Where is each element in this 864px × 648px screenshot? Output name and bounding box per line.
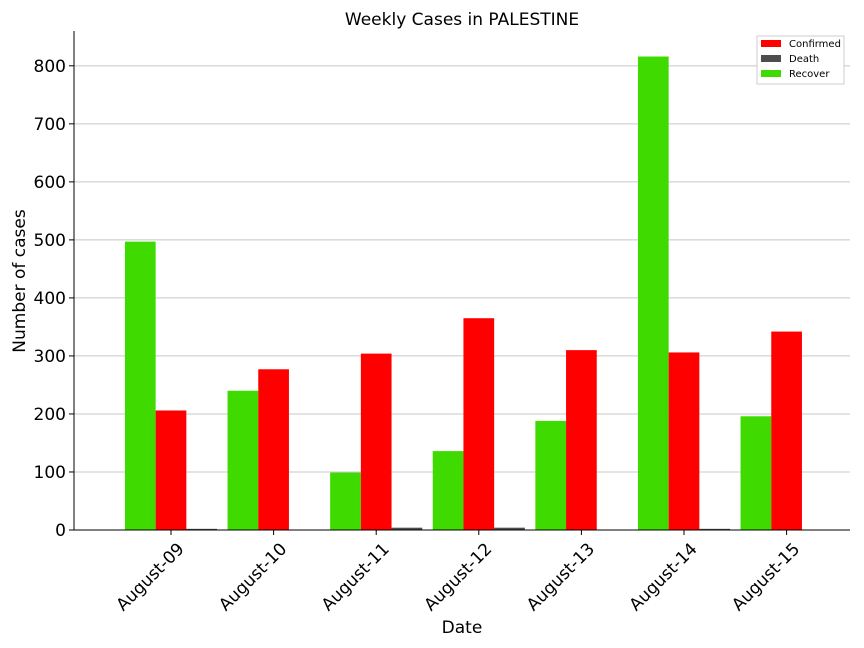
legend-swatch-recover (761, 70, 781, 77)
bar-death-august-12 (494, 527, 525, 530)
bars (124, 56, 802, 530)
bar-death-august-14 (699, 528, 731, 530)
x-tick-label: August-14 (626, 539, 702, 615)
bar-recover-august-09 (124, 241, 156, 530)
x-axis-label: Date (442, 618, 483, 638)
y-tick-label: 100 (34, 463, 66, 483)
bar-confirmed-august-09 (155, 410, 187, 530)
y-axis-label: Number of cases (10, 209, 30, 353)
bar-confirmed-august-15 (771, 331, 802, 530)
bar-confirmed-august-10 (258, 369, 289, 530)
y-tick-label: 300 (34, 347, 66, 367)
bar-confirmed-august-14 (668, 352, 700, 530)
bar-death-august-09 (186, 528, 218, 530)
x-ticks: August-09 August-10 August-11 August-12 Augu… (113, 530, 804, 615)
bar-death-august-11 (391, 527, 423, 530)
y-ticks: 0 100 200 300 400 500 600 700 800 (34, 57, 74, 541)
bar-recover-august-14 (637, 56, 669, 530)
legend-label-death: Death (789, 54, 819, 65)
bar-recover-august-11 (330, 472, 361, 530)
bar-recover-august-10 (227, 390, 259, 530)
legend-label-recover: Recover (789, 69, 830, 80)
bar-recover-august-12 (432, 451, 464, 530)
y-tick-label: 500 (34, 231, 66, 251)
legend-label-confirmed: Confirmed (789, 39, 841, 50)
y-tick-label: 800 (34, 57, 66, 77)
bar-confirmed-august-11 (360, 353, 392, 530)
bar-confirmed-august-12 (463, 318, 495, 530)
y-tick-label: 700 (34, 115, 66, 135)
x-tick-label: August-10 (215, 539, 291, 615)
bar-recover-august-15 (740, 416, 772, 530)
x-tick-label: August-12 (420, 539, 496, 615)
bar-confirmed-august-13 (566, 350, 597, 530)
legend: Confirmed Death Recover (756, 35, 845, 85)
bar-recover-august-13 (535, 420, 567, 530)
y-tick-label: 400 (34, 289, 66, 309)
y-tick-label: 0 (55, 521, 66, 541)
y-tick-label: 200 (34, 405, 66, 425)
legend-swatch-confirmed (761, 40, 781, 47)
chart-title: Weekly Cases in PALESTINE (345, 10, 579, 30)
grid-lines (74, 65, 850, 473)
axes (73, 31, 850, 531)
x-tick-label: August-13 (523, 539, 599, 615)
legend-swatch-death (761, 55, 781, 62)
x-tick-label: August-15 (728, 539, 804, 615)
y-tick-label: 600 (34, 173, 66, 193)
x-tick-label: August-11 (318, 539, 394, 615)
x-tick-label: August-09 (113, 539, 189, 615)
